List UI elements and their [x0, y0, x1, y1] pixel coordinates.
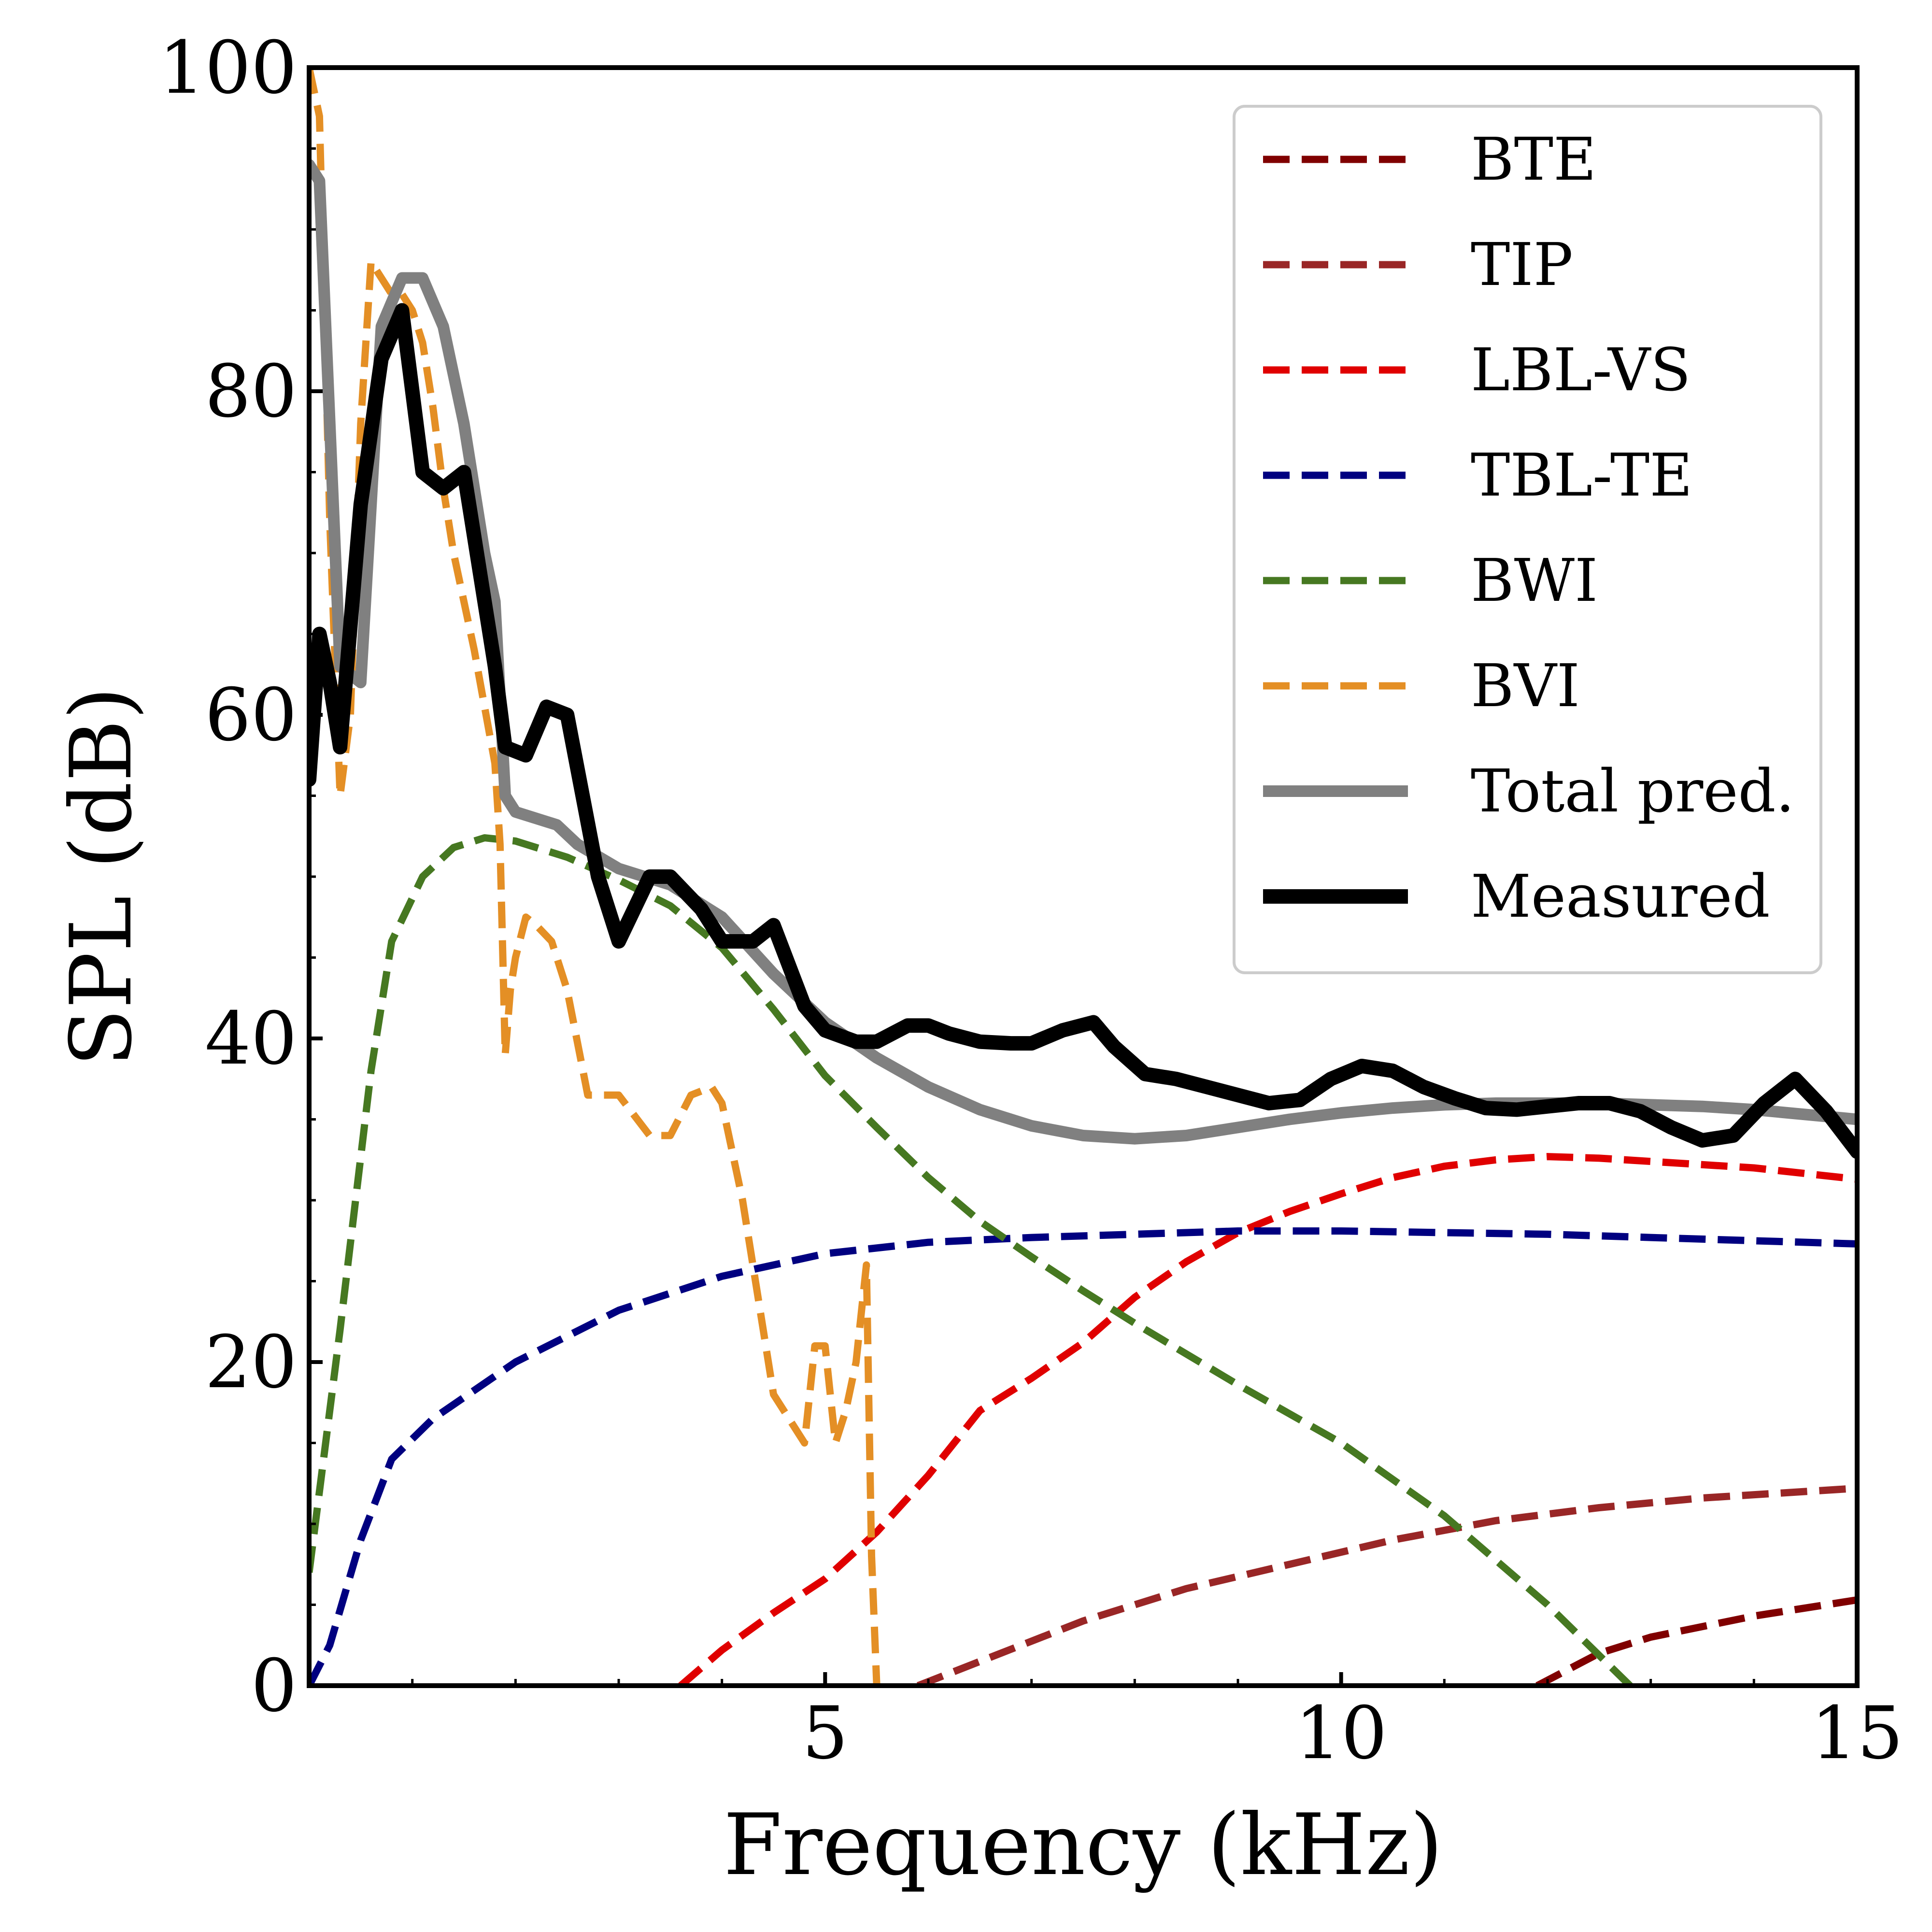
ticks-layer: 5 10 15 0 20 40 60 80 100	[159, 26, 1904, 1776]
series-layer	[309, 68, 1857, 1686]
y-tick-label: 80	[205, 350, 297, 434]
series-line-bvi	[309, 68, 881, 1686]
legend-label-lbl-vs: LBL-VS	[1471, 336, 1691, 404]
x-axis-title: Frequency (kHz)	[724, 1796, 1443, 1894]
y-tick-label: 100	[159, 26, 297, 110]
legend-box	[1233, 105, 1822, 974]
series-line-bwi	[309, 834, 1633, 1686]
legend: BTE TIP LBL-VS TBL-TE BWI BVI Total pred. Measu…	[1233, 105, 1822, 974]
y-axis-title: SPL (dB)	[53, 687, 151, 1067]
series-line-measured	[309, 303, 1857, 1159]
series-line-lbl-vs	[678, 1153, 1857, 1686]
x-tick-label: 10	[1295, 1691, 1387, 1776]
series-line-bte	[1535, 1596, 1857, 1686]
y-tick-label: 40	[205, 997, 297, 1081]
y-tick-label: 0	[251, 1644, 297, 1728]
x-tick-label: 15	[1811, 1691, 1904, 1776]
series-line-tbl-te	[309, 1227, 1857, 1686]
legend-label-total-pred: Total pred.	[1471, 757, 1794, 825]
legend-label-bvi: BVI	[1471, 652, 1580, 720]
legend-label-bwi: BWI	[1471, 546, 1598, 615]
x-tick-label: 5	[802, 1691, 848, 1776]
legend-label-bte: BTE	[1471, 125, 1596, 194]
legend-label-tbl-te: TBL-TE	[1471, 441, 1692, 510]
y-tick-label: 60	[205, 673, 297, 757]
series-line-tip	[916, 1484, 1857, 1686]
legend-label-measured: Measured	[1471, 862, 1770, 931]
legend-label-tip: TIP	[1471, 230, 1573, 299]
y-tick-label: 20	[205, 1321, 297, 1405]
